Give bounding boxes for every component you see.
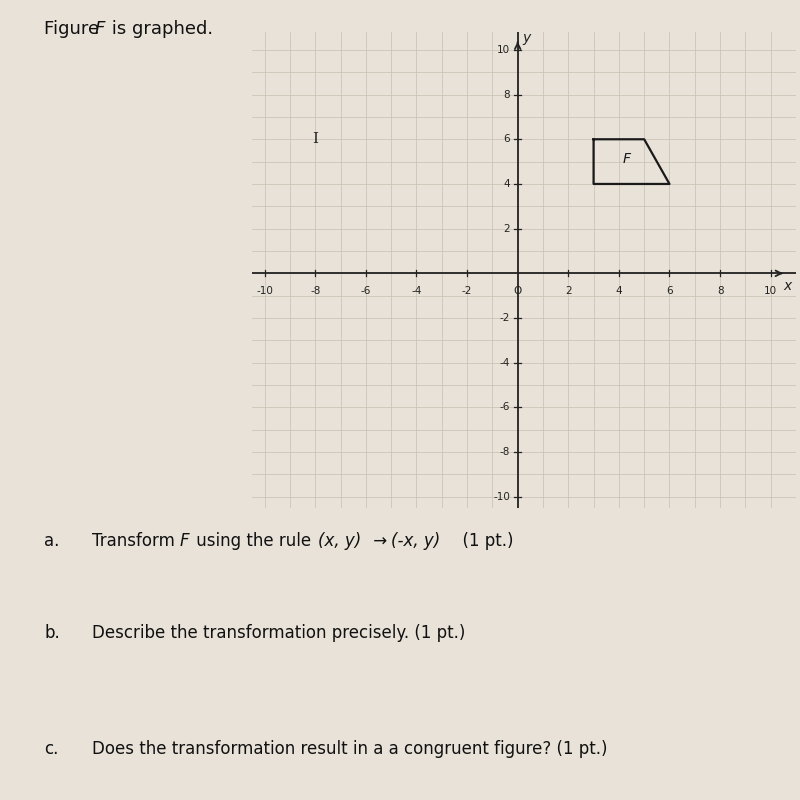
Text: c.: c.	[44, 740, 58, 758]
Text: -6: -6	[361, 286, 371, 296]
Text: Does the transformation result in a a congruent figure? (1 pt.): Does the transformation result in a a co…	[92, 740, 607, 758]
Text: -10: -10	[494, 492, 510, 502]
Text: a.: a.	[44, 532, 59, 550]
Text: (x, y): (x, y)	[318, 532, 361, 550]
Text: -6: -6	[500, 402, 510, 413]
Text: is graphed.: is graphed.	[106, 20, 214, 38]
Text: I: I	[312, 132, 318, 146]
Text: -4: -4	[500, 358, 510, 368]
Text: y: y	[522, 30, 530, 45]
Text: 8: 8	[503, 90, 510, 99]
Text: Describe the transformation precisely. (1 pt.): Describe the transformation precisely. (…	[92, 624, 466, 642]
Text: 8: 8	[717, 286, 723, 296]
Text: 10: 10	[497, 45, 510, 55]
Text: 6: 6	[503, 134, 510, 144]
Text: 6: 6	[666, 286, 673, 296]
Text: 2: 2	[503, 224, 510, 234]
Text: (1 pt.): (1 pt.)	[452, 532, 514, 550]
Text: 10: 10	[764, 286, 778, 296]
Text: b.: b.	[44, 624, 60, 642]
Text: -2: -2	[500, 313, 510, 323]
Text: -10: -10	[256, 286, 273, 296]
Text: O: O	[514, 286, 522, 296]
Text: F: F	[622, 152, 630, 166]
Text: 4: 4	[615, 286, 622, 296]
Text: -8: -8	[500, 447, 510, 457]
Text: Figure: Figure	[44, 20, 105, 38]
Text: F: F	[94, 20, 105, 38]
Text: x: x	[783, 278, 791, 293]
Text: -4: -4	[411, 286, 422, 296]
Text: using the rule: using the rule	[191, 532, 317, 550]
Text: -2: -2	[462, 286, 472, 296]
Text: 2: 2	[565, 286, 571, 296]
Text: 4: 4	[503, 179, 510, 189]
Text: -8: -8	[310, 286, 321, 296]
Text: →: →	[368, 532, 392, 550]
Text: (-x, y): (-x, y)	[391, 532, 441, 550]
Text: F: F	[180, 532, 190, 550]
Text: Transform: Transform	[92, 532, 180, 550]
